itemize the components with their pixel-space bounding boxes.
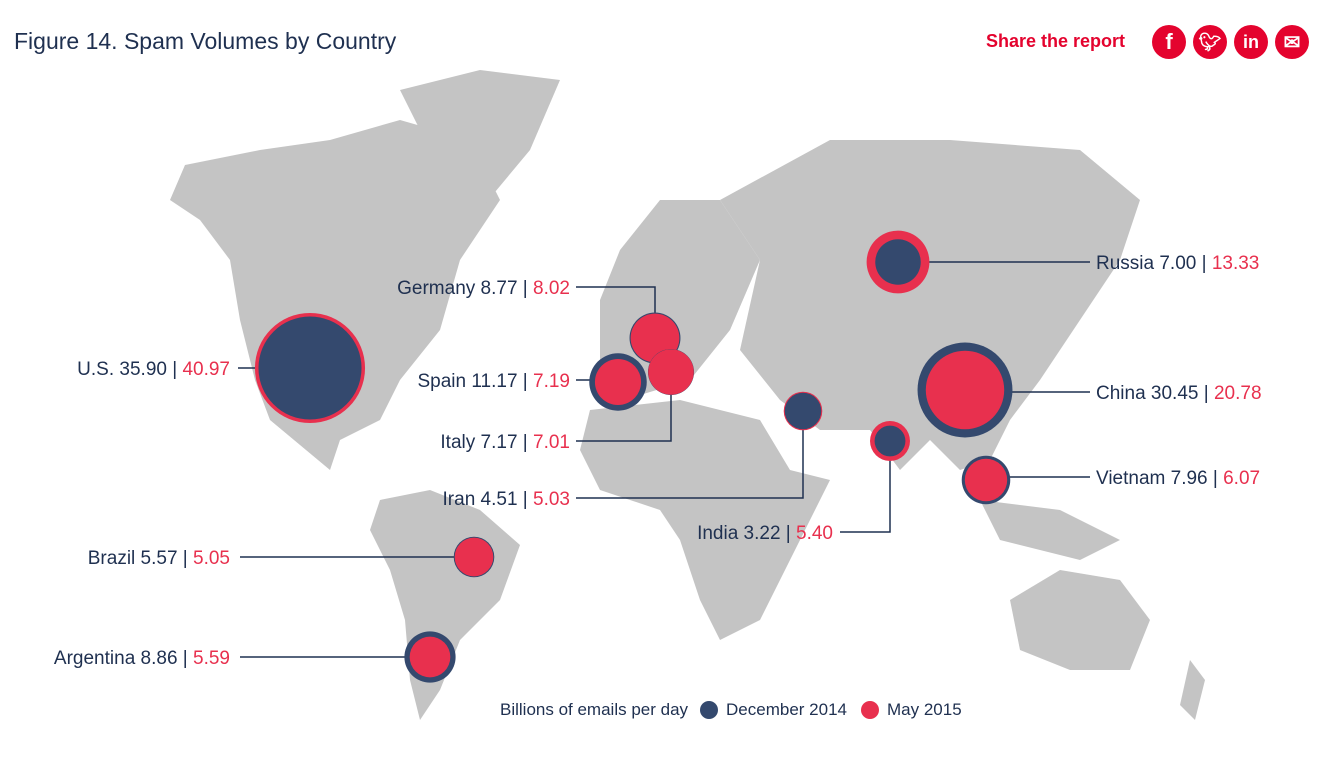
label-argentina-may: 5.59 (193, 648, 230, 669)
label-spain-dec: Spain 11.17 | (418, 371, 534, 392)
label-spain-may: 7.19 (533, 371, 570, 392)
bubble-brazil-may (454, 537, 494, 577)
label-iran-may: 5.03 (533, 489, 570, 510)
southeast-asia (980, 500, 1120, 560)
label-brazil-may: 5.05 (193, 548, 230, 569)
label-vietnam-may: 6.07 (1223, 468, 1260, 489)
label-spain: Spain 11.17 | 7.19 (418, 371, 571, 392)
twitter-icon[interactable]: 🐦︎ (1193, 25, 1227, 59)
label-vietnam-dec: Vietnam 7.96 | (1096, 468, 1223, 489)
label-italy: Italy 7.17 | 7.01 (440, 432, 570, 453)
legend-dec-label: December 2014 (726, 700, 847, 719)
legend-may-swatch (861, 701, 879, 719)
leader-line-iran (576, 411, 804, 499)
label-iran: Iran 4.51 | 5.03 (443, 489, 570, 510)
bubble-india-dec (874, 425, 906, 457)
label-germany-dec: Germany 8.77 | (397, 278, 533, 299)
label-vietnam: Vietnam 7.96 | 6.07 (1096, 468, 1260, 489)
label-us-dec: U.S. 35.90 | (77, 359, 182, 380)
label-india: India 3.22 | 5.40 (697, 523, 833, 544)
north-america (170, 120, 500, 470)
leader-line-india (840, 441, 891, 533)
bubble-us-dec (258, 316, 362, 420)
chart-title: Figure 14. Spam Volumes by Country (14, 28, 397, 54)
bubble-spain-may (594, 358, 642, 406)
bubble-vietnam-may (964, 458, 1008, 502)
label-brazil-dec: Brazil 5.57 | (88, 548, 193, 569)
label-china: China 30.45 | 20.78 (1096, 383, 1262, 404)
label-iran-dec: Iran 4.51 | (443, 489, 534, 510)
legend: Billions of emails per day December 2014… (500, 700, 962, 720)
label-argentina-dec: Argentina 8.86 | (54, 648, 193, 669)
label-argentina: Argentina 8.86 | 5.59 (54, 648, 230, 669)
label-india-dec: India 3.22 | (697, 523, 796, 544)
facebook-icon[interactable]: f (1152, 25, 1186, 59)
label-india-may: 5.40 (796, 523, 833, 544)
label-germany-may: 8.02 (533, 278, 570, 299)
linkedin-icon[interactable]: in (1234, 25, 1268, 59)
label-us: U.S. 35.90 | 40.97 (77, 359, 230, 380)
new-zealand (1180, 660, 1205, 720)
label-china-may: 20.78 (1214, 383, 1262, 404)
bubble-russia-dec (875, 239, 921, 285)
south-america (370, 490, 520, 720)
africa (580, 400, 830, 640)
label-brazil: Brazil 5.57 | 5.05 (88, 548, 230, 569)
label-italy-dec: Italy 7.17 | (440, 432, 533, 453)
asia (720, 140, 1140, 470)
label-us-may: 40.97 (182, 359, 230, 380)
legend-may-label: May 2015 (887, 700, 962, 719)
label-italy-may: 7.01 (533, 432, 570, 453)
label-germany: Germany 8.77 | 8.02 (397, 278, 570, 299)
greenland (400, 70, 560, 210)
bubble-iran-dec (784, 392, 822, 430)
australia (1010, 570, 1150, 670)
label-china-dec: China 30.45 | (1096, 383, 1214, 404)
share-label[interactable]: Share the report (986, 31, 1126, 51)
legend-unit: Billions of emails per day (500, 700, 689, 719)
bubble-argentina-may (409, 636, 451, 678)
bubble-italy-may (648, 349, 694, 395)
email-icon[interactable]: ✉ (1275, 25, 1309, 59)
legend-dec-swatch (700, 701, 719, 719)
label-russia-may: 13.33 (1212, 253, 1260, 274)
label-russia: Russia 7.00 | 13.33 (1096, 253, 1259, 274)
bubble-china-may (925, 350, 1005, 430)
label-russia-dec: Russia 7.00 | (1096, 253, 1212, 274)
